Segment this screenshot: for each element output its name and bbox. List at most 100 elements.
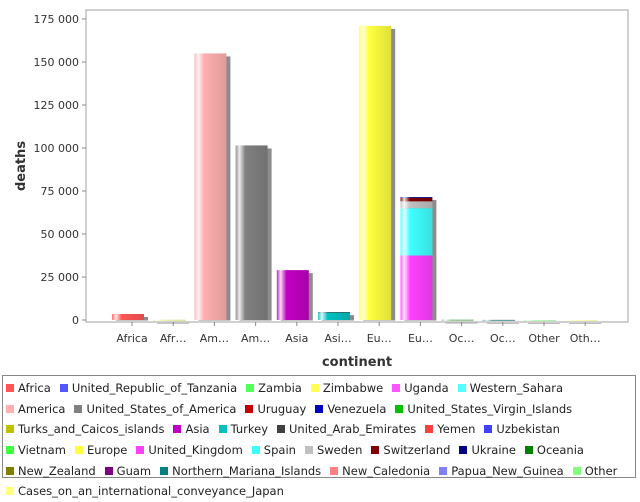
legend-swatch [459, 446, 468, 455]
legend-swatch [218, 425, 227, 434]
legend-item: Papua_New_Guinea [439, 460, 564, 481]
legend-item: Switzerland [371, 440, 450, 461]
legend-label: Asia [185, 422, 210, 437]
legend-label: Western_Sahara [469, 381, 564, 396]
bar-Europe [359, 25, 392, 320]
legend-item: Sweden [304, 440, 362, 461]
legend-swatch [457, 384, 466, 393]
legend-label: Ukraine [471, 443, 516, 458]
legend-item: United_States_Virgin_Islands [395, 399, 572, 420]
legend-item: Zimbabwe [310, 378, 384, 399]
legend-swatch [6, 487, 14, 496]
legend-swatch [74, 446, 83, 455]
x-tick-label: Asi… [324, 332, 351, 345]
legend-swatch [371, 446, 380, 455]
legend-label: New_Caledonia [342, 463, 431, 478]
legend-label: Turkey [230, 422, 269, 437]
legend-swatch [6, 384, 14, 393]
bar-United_Arab_Emirates [318, 312, 350, 313]
legend-swatch [392, 384, 401, 393]
legend-swatch [524, 446, 533, 455]
bar-Africa [112, 313, 144, 320]
legend-label: United_States_of_America [86, 401, 237, 416]
bar-Ukraine [400, 197, 433, 198]
legend-item: Vietnam [6, 440, 66, 461]
legend-label: Cases_on_an_international_conveyance_Jap… [18, 484, 284, 499]
legend-item: United_Republic_of_Tanzania [59, 378, 238, 399]
legend-item: Turkey [218, 419, 269, 440]
legend-item: United_Kingdom [136, 440, 243, 461]
y-tick-label: 150 000 [34, 56, 80, 69]
legend-swatch [277, 425, 286, 434]
legend-item: Uganda [392, 378, 449, 399]
legend-item: Oceania [524, 440, 584, 461]
legend-swatch [572, 466, 581, 475]
x-tick-label: Other [528, 332, 560, 345]
bar-Asia [276, 270, 309, 320]
legend-item: America [6, 399, 65, 420]
legend-item: Cases_on_an_international_conveyance_Jap… [6, 481, 284, 502]
legend-swatch [315, 404, 324, 413]
legend-label: Uganda [404, 381, 449, 396]
legend-label: United_Republic_of_Tanzania [71, 381, 238, 396]
legend-item: United_Arab_Emirates [277, 419, 416, 440]
plot-area [85, 9, 629, 323]
legend-label: Oceania [536, 443, 584, 458]
legend-label: Turks_and_Caicos_islands [18, 422, 165, 437]
legend: Africa United_Republic_of_Tanzania Zambia Z… [2, 375, 636, 498]
legend-item: New_Caledonia [330, 460, 430, 481]
x-tick-label: Asia [285, 332, 308, 345]
legend-label: Africa [18, 381, 51, 396]
legend-label: America [18, 401, 66, 416]
x-tick-label: Oc… [449, 332, 475, 345]
legend-label: Other [584, 463, 618, 478]
legend-label: United_Kingdom [148, 443, 243, 458]
bar-Switzerland [400, 197, 433, 202]
legend-swatch [160, 466, 169, 475]
legend-swatch [484, 425, 493, 434]
legend-label: New_Zealand [18, 463, 96, 478]
legend-swatch [330, 466, 339, 475]
legend-item: Europe [74, 440, 128, 461]
bar-chart: 0 25 000 50 000 75 000 100 000 125 000 150 000… [14, 9, 629, 370]
legend-item: Asia [173, 419, 210, 440]
bar-Spain [400, 208, 433, 256]
bar-Cases_on_an_international_conveyance_Japan [565, 319, 598, 321]
bar-Oceania [441, 319, 474, 321]
legend-swatch [104, 466, 113, 475]
legend-label: Zimbabwe [322, 381, 384, 396]
legend-label: United_States_Virgin_Islands [407, 401, 573, 416]
legend-item: United_States_of_America [74, 399, 236, 420]
legend-swatch [6, 404, 14, 413]
legend-swatch [136, 446, 145, 455]
legend-label: Europe [86, 443, 128, 458]
legend-swatch [6, 425, 14, 434]
legend-swatch [74, 404, 83, 413]
x-tick-label: Afr… [160, 332, 187, 345]
y-tick-label: 25 000 [41, 271, 80, 284]
x-tick-label: Africa [116, 332, 147, 345]
bar-Other [524, 319, 556, 321]
legend-label: Switzerland [383, 443, 451, 458]
legend-label: Uruguay [257, 401, 307, 416]
y-tick-label: 50 000 [41, 228, 80, 241]
legend-item: Uzbekistan [484, 419, 560, 440]
legend-swatch [245, 404, 254, 413]
legend-item: Western_Sahara [457, 378, 564, 399]
legend-swatch [395, 404, 404, 413]
y-tick-label: 175 000 [34, 13, 80, 26]
legend-item: Uruguay [245, 399, 306, 420]
x-axis-title: continent [322, 355, 392, 370]
y-tick-label: 125 000 [34, 99, 80, 112]
legend-item: Yemen [425, 419, 475, 440]
legend-label: Uzbekistan [496, 422, 560, 437]
legend-swatch [173, 425, 182, 434]
legend-item: Ukraine [459, 440, 516, 461]
legend-label: Guam [116, 463, 152, 478]
x-tick-label: Eu… [408, 332, 433, 345]
legend-item: New_Zealand [6, 460, 96, 481]
bar-America [194, 53, 227, 321]
legend-item: Other [572, 460, 618, 481]
legend-item: Zambia [246, 378, 302, 399]
y-tick-label: 0 [72, 314, 79, 327]
